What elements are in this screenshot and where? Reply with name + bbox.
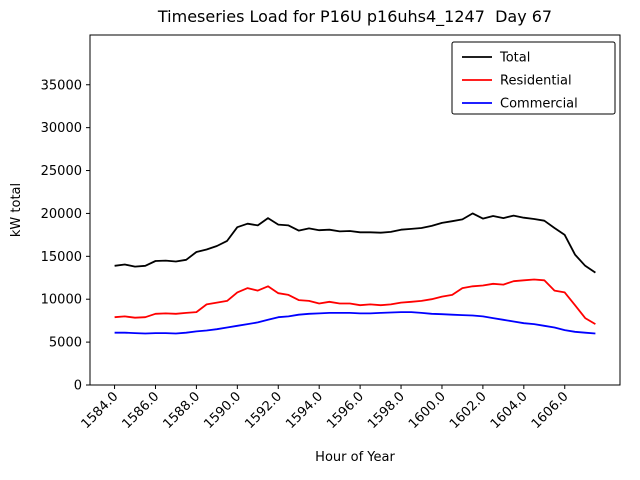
y-tick-label: 35000 <box>41 78 82 93</box>
plot-border <box>89 34 621 386</box>
series-total-line <box>114 212 596 274</box>
x-tick-label: 1584.0 <box>79 389 122 432</box>
y-tick-label: 25000 <box>41 164 82 179</box>
x-tick-label: 1586.0 <box>120 389 163 432</box>
series-residential-line <box>114 278 596 325</box>
chart-title: Timeseries Load for P16U p16uhs4_1247 Da… <box>157 7 552 27</box>
series-commercial-line <box>114 311 596 335</box>
axis-ticks: 0 5000 10000 15000 20000 25000 30000 35000 1584.… <box>41 78 572 432</box>
legend-label-residential: Residential <box>500 74 572 89</box>
x-tick-label: 1604.0 <box>488 389 531 432</box>
legend-label-commercial: Commercial <box>500 97 578 112</box>
legend-frame <box>451 41 616 115</box>
y-tick-label: 10000 <box>41 293 82 308</box>
x-tick-label: 1596.0 <box>324 389 367 432</box>
x-tick-label: 1592.0 <box>242 389 285 432</box>
y-tick-label: 15000 <box>41 250 82 265</box>
x-tick-label: 1602.0 <box>447 389 490 432</box>
x-tick-label: 1598.0 <box>365 389 408 432</box>
x-tick-label: 1594.0 <box>283 389 326 432</box>
legend: Total Residential Commercial <box>451 41 616 115</box>
x-tick-label: 1588.0 <box>160 389 203 432</box>
legend-label-total: Total <box>499 51 530 66</box>
y-tick-label: 30000 <box>41 121 82 136</box>
y-tick-label: 0 <box>74 379 82 394</box>
x-tick-label: 1606.0 <box>529 389 572 432</box>
y-axis-label: kW total <box>9 183 24 237</box>
y-tick-label: 20000 <box>41 207 82 222</box>
x-axis-label: Hour of Year <box>315 450 395 465</box>
x-tick-label: 1590.0 <box>201 389 244 432</box>
y-tick-label: 5000 <box>49 336 82 351</box>
series-lines <box>114 212 596 335</box>
x-tick-label: 1600.0 <box>406 389 449 432</box>
